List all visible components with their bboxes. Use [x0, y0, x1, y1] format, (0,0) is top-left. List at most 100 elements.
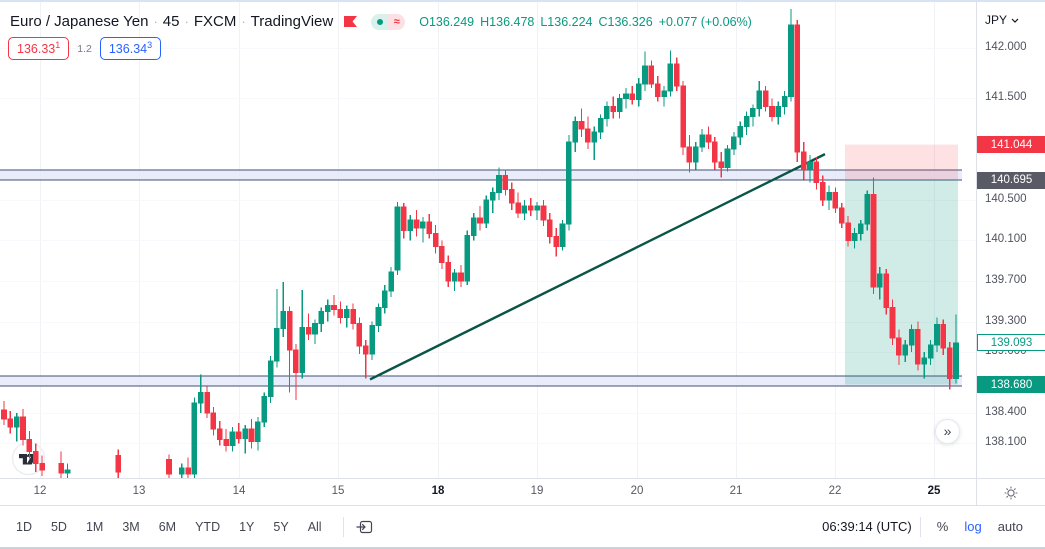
candle: [305, 313, 312, 340]
high-value: H136.478: [480, 14, 535, 29]
candle: [458, 264, 464, 288]
candle: [762, 86, 769, 112]
range-button-1y[interactable]: 1Y: [239, 519, 255, 534]
candle: [553, 228, 559, 257]
bid-ask-widget: 136.331 1.2 136.343: [8, 37, 162, 61]
candle: [343, 305, 350, 328]
range-button-ytd[interactable]: YTD: [195, 519, 221, 534]
go-to-date-button[interactable]: [356, 518, 374, 536]
price-badge-outline-teal: 139.093: [977, 334, 1045, 352]
price-tick-label: 140.100: [985, 233, 1027, 246]
candle: [26, 431, 33, 459]
time-axis[interactable]: 12 13 14 15 18 19 20 21 22 25: [0, 478, 1045, 506]
candle: [451, 268, 458, 292]
candle: [210, 406, 217, 436]
candle: [946, 341, 953, 390]
gear-icon[interactable]: [1003, 485, 1019, 501]
candle: [286, 306, 293, 393]
symbol-legend[interactable]: Euro / Japanese Yen · 45 · FXCM · Tradin…: [10, 13, 752, 30]
support-resistance-band[interactable]: [0, 169, 962, 181]
support-resistance-band[interactable]: [0, 375, 962, 387]
time-tick-label: 12: [33, 485, 47, 497]
toolbar-divider: [342, 516, 344, 537]
trendline[interactable]: [369, 153, 826, 381]
time-tick-label: 13: [132, 485, 146, 497]
price-badge-gray: 140.695: [977, 171, 1045, 189]
price-axis[interactable]: JPY 142.000 141.500 140.500 140.100 139.700 1…: [976, 0, 1045, 478]
risk-zone[interactable]: [845, 144, 958, 181]
candle: [591, 126, 598, 161]
candle: [819, 175, 826, 206]
candle: [382, 285, 388, 314]
candle: [439, 240, 445, 269]
candle: [356, 317, 363, 355]
candle: [388, 266, 394, 298]
range-button-5d[interactable]: 5D: [50, 519, 67, 534]
candle: [280, 282, 287, 337]
candle: [299, 290, 306, 379]
chart-settings-corner[interactable]: [976, 479, 1045, 506]
candle: [32, 443, 39, 472]
candle: [274, 289, 280, 368]
range-button-6m[interactable]: 6M: [158, 519, 177, 534]
market-status-indicator[interactable]: ≈: [371, 13, 406, 30]
symbol-title[interactable]: Euro / Japanese Yen: [10, 13, 149, 30]
clock-utc-button[interactable]: 06:39:14 (UTC): [822, 519, 912, 534]
candle: [261, 392, 268, 428]
scroll-to-latest-button[interactable]: »: [935, 419, 960, 444]
price-tick-label: 138.400: [985, 405, 1027, 418]
candle: [724, 144, 731, 172]
spread-value: 1.2: [77, 42, 92, 55]
sell-button[interactable]: 136.331: [8, 37, 70, 61]
ohlc-readout: O136.249 H136.478 L136.224 C136.326 +0.0…: [419, 15, 752, 29]
candle: [889, 299, 896, 345]
percent-scale-button[interactable]: %: [936, 519, 949, 534]
range-button-all[interactable]: All: [307, 519, 322, 534]
candle: [731, 131, 737, 156]
candle: [870, 177, 877, 295]
candle: [7, 410, 14, 434]
candle: [743, 111, 750, 135]
candlestick-chart[interactable]: [0, 0, 976, 478]
range-button-1m[interactable]: 1M: [85, 519, 104, 534]
price-tick-label: 141.500: [985, 91, 1027, 104]
time-tick-label: 15: [331, 485, 345, 497]
candle: [350, 303, 356, 330]
candle: [420, 217, 426, 243]
candle: [712, 136, 718, 170]
log-scale-button[interactable]: log: [964, 519, 982, 534]
candle: [629, 86, 636, 105]
candle: [832, 187, 839, 213]
candle: [623, 88, 629, 109]
candle: [401, 202, 407, 239]
candle: [927, 339, 934, 366]
chart-pane[interactable]: Euro / Japanese Yen · 45 · FXCM · Tradin…: [0, 0, 976, 478]
range-button-3m[interactable]: 3M: [122, 519, 140, 534]
window-top-edge: [0, 0, 1045, 2]
candle: [566, 134, 572, 231]
candle: [604, 101, 610, 127]
candle: [953, 314, 959, 384]
range-button-5y[interactable]: 5Y: [273, 519, 289, 534]
candle: [864, 190, 870, 231]
candle: [794, 20, 801, 163]
platform-label: TradingView: [250, 13, 334, 30]
candle: [908, 324, 915, 353]
exchange-label: FXCM: [193, 13, 237, 30]
candle: [616, 94, 623, 119]
range-button-1d[interactable]: 1D: [16, 519, 32, 534]
buy-button[interactable]: 136.343: [99, 37, 162, 61]
interval-label[interactable]: 45: [162, 13, 180, 30]
candle: [642, 51, 648, 92]
candle: [39, 455, 45, 476]
candle: [337, 301, 344, 324]
price-badge-red: 141.044: [977, 136, 1045, 154]
currency-unit-toggle[interactable]: JPY: [985, 13, 1019, 27]
candle: [896, 329, 902, 366]
flag-icon[interactable]: [343, 14, 358, 29]
candle: [597, 114, 604, 139]
window-bottom-edge: [0, 547, 1045, 549]
candle: [940, 319, 947, 356]
auto-scale-button[interactable]: auto: [997, 519, 1023, 534]
candle: [737, 121, 744, 145]
